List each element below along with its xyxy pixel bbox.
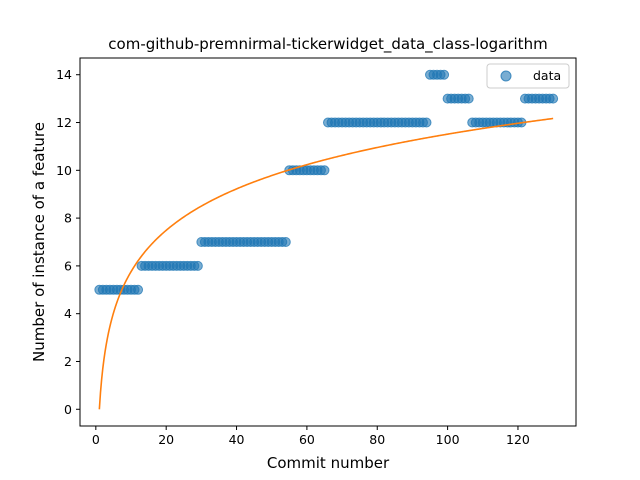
y-tick-label: 2 <box>64 354 72 369</box>
x-axis-title: Commit number <box>267 454 390 472</box>
y-tick-label: 4 <box>64 306 72 321</box>
x-tick-label: 80 <box>369 432 385 447</box>
legend-marker-data <box>500 70 512 82</box>
data-point <box>280 237 291 247</box>
legend-label-data: data <box>533 68 561 83</box>
data-point <box>133 284 144 295</box>
data-point <box>439 69 450 80</box>
plot-marks <box>94 69 559 410</box>
y-tick-label: 12 <box>56 115 72 130</box>
plot-frame <box>79 57 577 427</box>
x-tick-label: 60 <box>299 432 315 447</box>
legend-frame <box>486 63 570 89</box>
y-tick-label: 14 <box>56 67 72 82</box>
y-tick-label: 8 <box>64 211 72 226</box>
y-tick-label: 0 <box>64 402 72 417</box>
data-point <box>192 260 203 271</box>
legend: data <box>486 63 570 89</box>
data-point <box>548 93 559 104</box>
x-tick-label: 100 <box>436 432 460 447</box>
data-point <box>463 93 474 104</box>
y-axis-title: Number of instance of a feature <box>30 122 48 362</box>
y-tick-label: 6 <box>64 258 72 273</box>
data-point <box>319 165 330 176</box>
x-tick-label: 40 <box>229 432 245 447</box>
chart-title: com-github-premnirmal-tickerwidget_data_… <box>108 35 547 54</box>
x-tick-label: 120 <box>506 432 530 447</box>
data-point <box>421 117 432 128</box>
x-tick-label: 20 <box>158 432 174 447</box>
x-tick-label: 0 <box>92 432 100 447</box>
y-tick-label: 10 <box>56 163 72 178</box>
axes: 0 20 40 60 80 100 120 0 2 4 6 8 10 12 14 <box>56 57 577 447</box>
fit-line <box>98 117 554 410</box>
